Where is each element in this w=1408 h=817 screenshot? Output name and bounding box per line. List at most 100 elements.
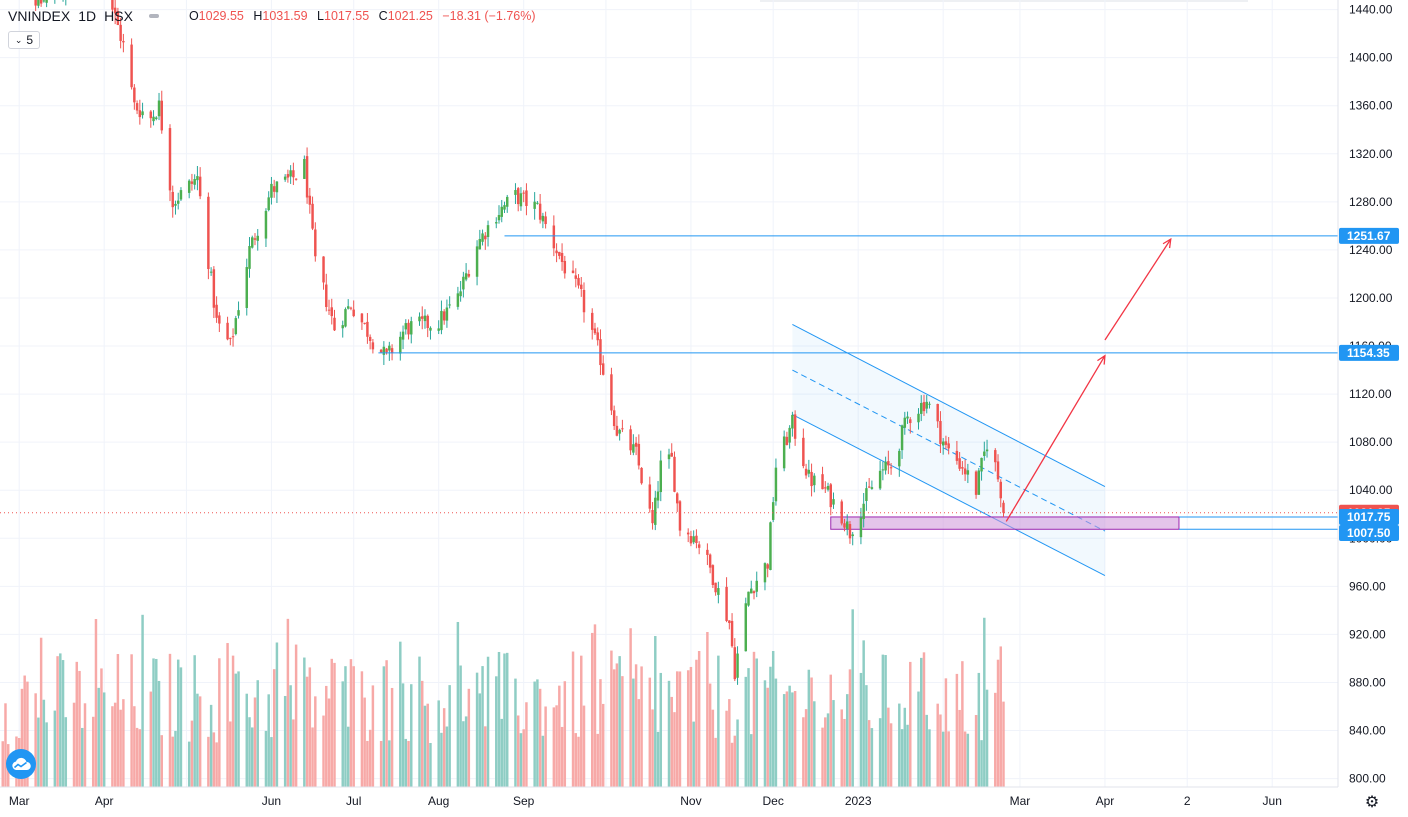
candle-body bbox=[270, 183, 273, 198]
volume-bar bbox=[363, 697, 366, 787]
volume-bar bbox=[733, 735, 737, 787]
volume-bar bbox=[708, 683, 712, 787]
volume-bar bbox=[848, 669, 852, 787]
volume-bar bbox=[152, 658, 155, 787]
y-tick-label: 840.00 bbox=[1349, 724, 1386, 738]
candle-body bbox=[667, 454, 671, 460]
y-tick-label: 800.00 bbox=[1349, 772, 1386, 786]
volume-bar bbox=[747, 668, 750, 787]
y-tick-label: 920.00 bbox=[1349, 627, 1386, 641]
candle-body bbox=[116, 11, 120, 26]
candle-body bbox=[456, 293, 460, 307]
candle-body bbox=[303, 159, 306, 179]
candle-body bbox=[497, 215, 501, 221]
volume-bar bbox=[34, 693, 37, 787]
volume-bar bbox=[423, 705, 427, 787]
channel-lower-line[interactable] bbox=[792, 414, 1106, 576]
candle-body bbox=[218, 315, 221, 324]
candlestick-series bbox=[34, 0, 1005, 685]
candle-body bbox=[651, 509, 654, 524]
volume-bar bbox=[292, 719, 295, 787]
candle-body bbox=[928, 403, 931, 405]
volume-bar bbox=[730, 742, 734, 787]
projection-arrow[interactable] bbox=[1104, 238, 1172, 341]
x-tick-label: Dec bbox=[763, 794, 784, 808]
volume-bar bbox=[563, 681, 567, 787]
volume-bar bbox=[418, 656, 421, 787]
arrow-head bbox=[1162, 237, 1172, 249]
candle-body bbox=[155, 117, 158, 119]
volume-bar bbox=[272, 669, 276, 787]
volume-bar bbox=[782, 694, 786, 787]
gear-icon[interactable]: ⚙ bbox=[1364, 794, 1380, 811]
candle-body bbox=[963, 468, 967, 475]
volume-bar bbox=[1, 741, 4, 787]
x-tick-label: Sep bbox=[513, 794, 535, 808]
indicator-toggle-icon[interactable] bbox=[148, 14, 159, 18]
volume-bar bbox=[81, 727, 84, 787]
candle-body bbox=[686, 532, 690, 535]
candle-body bbox=[695, 535, 698, 544]
candle-body bbox=[160, 100, 164, 131]
volume-bar bbox=[983, 617, 986, 787]
channel-upper-line[interactable] bbox=[792, 323, 1106, 488]
volume-bar bbox=[706, 632, 709, 787]
candle-body bbox=[215, 304, 218, 318]
indicators-collapse-button[interactable]: ⌄ 5 bbox=[8, 31, 40, 49]
exchange-label: HSX bbox=[104, 8, 133, 24]
candle-body bbox=[909, 419, 912, 424]
candle-body bbox=[437, 328, 440, 331]
low-value: 1017.55 bbox=[324, 9, 370, 23]
drawings[interactable] bbox=[0, 235, 1338, 530]
volume-bar bbox=[1002, 701, 1005, 787]
volume-bar bbox=[102, 692, 106, 787]
volume-bar bbox=[793, 691, 797, 787]
level-price-label-bg bbox=[1339, 344, 1399, 361]
x-tick-label: Apr bbox=[95, 794, 114, 808]
volume-bar bbox=[889, 723, 893, 787]
candle-body bbox=[514, 190, 517, 195]
projection-arrow[interactable] bbox=[1005, 355, 1106, 522]
volume-bar bbox=[514, 678, 517, 787]
symbol-name[interactable]: VNINDEX bbox=[8, 8, 71, 24]
volume-bar bbox=[39, 637, 43, 787]
support-zone[interactable] bbox=[830, 516, 1180, 530]
volume-bar bbox=[928, 729, 931, 787]
legend-header[interactable]: VNINDEX 1D HSX O1029.55 H1031.59 L1017.5… bbox=[8, 8, 536, 24]
candle-body bbox=[755, 580, 758, 592]
volume-bar bbox=[388, 740, 391, 787]
candle-body bbox=[810, 471, 813, 487]
y-tick-label: 960.00 bbox=[1349, 579, 1386, 593]
volume-bar bbox=[826, 713, 830, 787]
volume-bar bbox=[903, 707, 907, 787]
candle-body bbox=[39, 0, 43, 4]
candle-body bbox=[168, 128, 172, 191]
volume-bar bbox=[615, 663, 619, 787]
candle-body bbox=[601, 363, 605, 375]
candle-body bbox=[596, 332, 599, 341]
y-tick-label: 1400.00 bbox=[1349, 51, 1393, 65]
volume-bar bbox=[845, 694, 849, 787]
candle-body bbox=[763, 563, 767, 583]
volume-bar bbox=[503, 653, 506, 787]
volume-bar bbox=[390, 687, 394, 787]
candle-body bbox=[286, 174, 290, 178]
volume-bar bbox=[744, 676, 748, 787]
time-axis-bg bbox=[0, 787, 1408, 817]
candle-body bbox=[253, 238, 257, 240]
interval-label[interactable]: 1D bbox=[78, 8, 97, 24]
candle-body bbox=[459, 291, 462, 297]
volume-bar bbox=[464, 716, 468, 787]
volume-bar bbox=[906, 724, 909, 787]
candle-body bbox=[917, 413, 920, 423]
volume-bar bbox=[898, 703, 901, 787]
volume-bar bbox=[574, 733, 578, 787]
candle-body bbox=[399, 336, 402, 354]
volume-bar bbox=[900, 729, 904, 787]
tradingview-cloud-icon[interactable] bbox=[6, 749, 36, 779]
candle-body bbox=[248, 246, 251, 269]
arrow-head bbox=[1097, 354, 1106, 365]
volume-bar bbox=[157, 680, 161, 787]
candle-body bbox=[135, 103, 139, 111]
